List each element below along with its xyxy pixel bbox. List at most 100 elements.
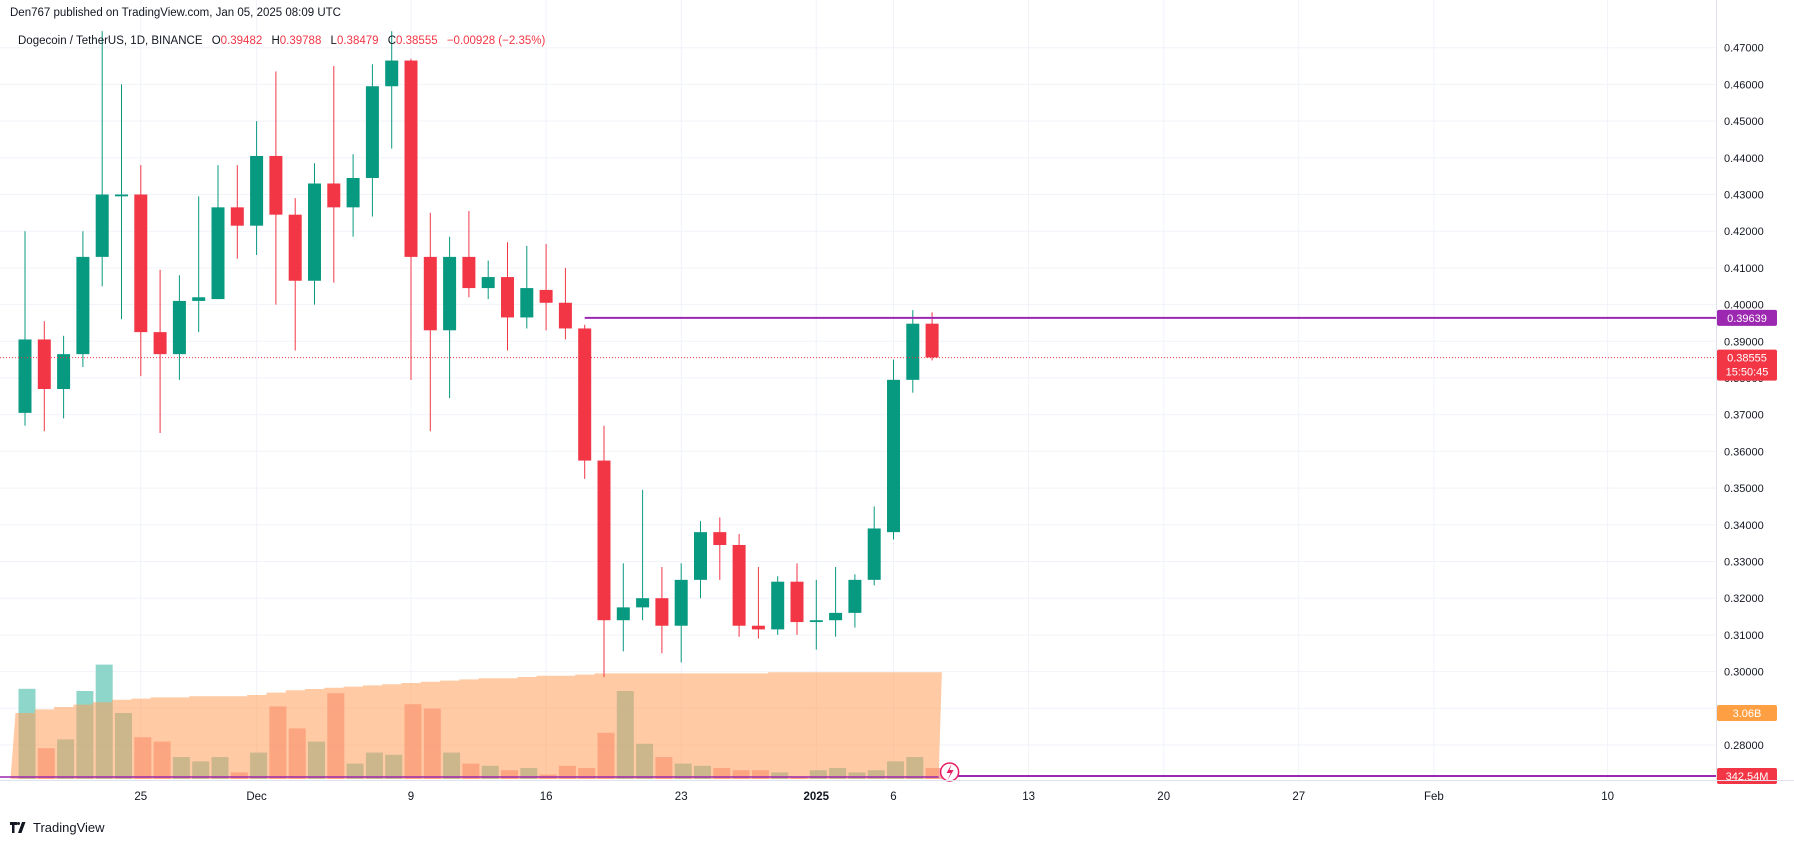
candle-down[interactable]: [539, 289, 553, 303]
candle-up[interactable]: [829, 612, 843, 621]
price-tick-label: 0.47000: [1724, 43, 1764, 55]
volume-value-label: 342.54M: [1726, 771, 1769, 783]
price-tick-label: 0.44000: [1724, 153, 1764, 165]
chart-grid: [0, 0, 1716, 779]
time-tick-label: 20: [1157, 791, 1170, 803]
candle-down[interactable]: [230, 207, 244, 226]
high-label: H: [271, 35, 280, 47]
price-tick-label: 0.28000: [1724, 740, 1764, 752]
candle-down[interactable]: [732, 544, 746, 626]
candle-down[interactable]: [423, 256, 437, 331]
candle-down[interactable]: [558, 302, 572, 329]
candle-down[interactable]: [925, 323, 939, 358]
published-by-note: Den767 published on TradingView.com, Jan…: [10, 7, 341, 19]
lightning-bolt-shape: [946, 764, 954, 780]
candle-down[interactable]: [37, 339, 51, 390]
candle-up[interactable]: [172, 300, 186, 355]
volume-profile-label: 3.06B: [1733, 708, 1762, 720]
tradingview-brand[interactable]: TradingView: [10, 820, 105, 835]
high-value: 0.39788: [279, 35, 322, 47]
candle-up[interactable]: [771, 581, 785, 630]
candle-up[interactable]: [115, 194, 128, 197]
open-label: O: [211, 35, 221, 47]
price-tick-label: 0.45000: [1724, 116, 1764, 128]
time-tick-label: Feb: [1424, 791, 1444, 803]
close-label: C: [387, 35, 397, 47]
candle-up[interactable]: [211, 207, 225, 300]
time-tick-label: Dec: [246, 791, 267, 803]
price-tick-label: 0.34000: [1724, 520, 1764, 532]
candle-down[interactable]: [713, 532, 727, 545]
candle-down[interactable]: [288, 214, 302, 281]
candle-up[interactable]: [308, 183, 321, 281]
last-price-box: [1717, 349, 1777, 381]
open-value: 0.39482: [220, 35, 263, 47]
candle-up[interactable]: [636, 598, 650, 608]
candle-down[interactable]: [327, 183, 341, 208]
price-tick-label: 0.40000: [1724, 300, 1764, 312]
candle-down[interactable]: [578, 328, 592, 461]
candle-down[interactable]: [751, 625, 765, 630]
candle-down[interactable]: [404, 60, 418, 257]
candle-up[interactable]: [76, 256, 90, 355]
candle-down[interactable]: [655, 598, 669, 626]
time-tick-label: 23: [675, 791, 688, 803]
candle-down[interactable]: [597, 460, 611, 621]
candle-down[interactable]: [501, 277, 514, 318]
close-value: 0.38555: [396, 35, 438, 47]
candle-down[interactable]: [790, 581, 804, 623]
candle-up[interactable]: [385, 60, 399, 87]
price-tick-label: 0.43000: [1724, 190, 1764, 202]
candle-down[interactable]: [153, 332, 167, 355]
candle-up[interactable]: [906, 323, 920, 380]
symbol-title[interactable]: Dogecoin / TetherUS, 1D, BINANCE: [18, 35, 203, 47]
candle-down[interactable]: [134, 194, 148, 333]
candle-up[interactable]: [346, 177, 360, 208]
price-axis[interactable]: 0.280000.290000.300000.310000.320000.330…: [1716, 0, 1778, 784]
price-lines: [0, 316, 1716, 782]
price-tick-label: 0.42000: [1724, 226, 1764, 238]
candle-up[interactable]: [809, 620, 823, 623]
time-tick-label: 6: [890, 791, 896, 803]
candle-down[interactable]: [269, 155, 283, 215]
price-tick-label: 0.46000: [1724, 79, 1764, 91]
candle-up[interactable]: [520, 288, 534, 318]
candle-up[interactable]: [250, 155, 264, 226]
time-axis[interactable]: 25 Dec 9 16 23 2025 6 13 20 27 Feb 10: [0, 780, 1794, 804]
ohlc-legend: Dogecoin / TetherUS, 1D, BINANCE O0.3948…: [18, 35, 545, 47]
candle-up[interactable]: [887, 379, 900, 533]
price-tick-label: 0.39000: [1724, 336, 1764, 348]
candles[interactable]: [18, 31, 939, 678]
level-price-label-box: [1717, 309, 1777, 326]
volume-profile-area: [10, 672, 942, 779]
time-tick-label: 27: [1292, 791, 1305, 803]
candle-down[interactable]: [462, 256, 476, 289]
time-tick-label: 13: [1022, 791, 1035, 803]
price-tick-label: 0.31000: [1724, 630, 1764, 642]
candle-up[interactable]: [18, 339, 32, 413]
candle-up[interactable]: [867, 528, 881, 580]
candle-up[interactable]: [674, 579, 688, 626]
time-tick-label: 16: [540, 791, 553, 803]
candle-up[interactable]: [443, 256, 457, 331]
candle-up[interactable]: [481, 277, 495, 289]
countdown-label: 15:50:45: [1726, 367, 1769, 379]
candle-up[interactable]: [848, 579, 862, 613]
candle-up[interactable]: [57, 354, 71, 390]
candle-up[interactable]: [192, 297, 206, 301]
brand-name: TradingView: [33, 820, 105, 835]
candle-up[interactable]: [616, 607, 630, 621]
price-tick-label: 0.32000: [1724, 593, 1764, 605]
price-tick-label: 0.37000: [1724, 410, 1764, 422]
candle-up[interactable]: [95, 194, 109, 257]
candle-up[interactable]: [694, 532, 707, 580]
low-label: L: [330, 35, 337, 47]
change-value: −0.00928 (−2.35%): [446, 35, 546, 47]
last-price-label: 0.38555: [1727, 353, 1767, 365]
price-tick-label: 0.41000: [1724, 263, 1764, 275]
time-tick-label: 25: [134, 791, 147, 803]
candle-up[interactable]: [365, 86, 379, 178]
volume-profile: [10, 672, 942, 779]
level-price-label: 0.39639: [1727, 313, 1767, 325]
